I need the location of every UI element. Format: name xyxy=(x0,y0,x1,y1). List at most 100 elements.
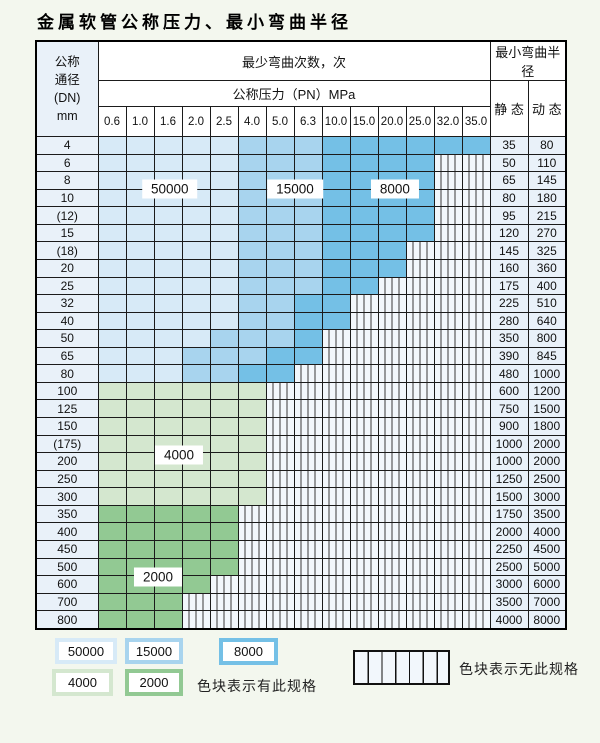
spec-cell xyxy=(125,258,155,278)
header-static: 静 态 xyxy=(489,80,529,137)
static-cell: 3500 xyxy=(489,592,529,612)
spec-cell xyxy=(209,311,239,331)
static-cell: 280 xyxy=(489,311,529,331)
dn-cell: 10 xyxy=(35,188,99,208)
dynamic-cell: 8000 xyxy=(527,610,567,630)
spec-cell xyxy=(405,136,435,155)
no-spec-cell xyxy=(349,381,379,401)
dynamic-cell: 2000 xyxy=(527,452,567,471)
spec-cell xyxy=(265,294,295,313)
spec-cell xyxy=(237,223,267,243)
spec-cell xyxy=(433,136,463,155)
spec-cell xyxy=(237,188,267,208)
no-spec-cell xyxy=(293,452,323,471)
no-spec-cell xyxy=(265,610,295,630)
spec-cell xyxy=(237,206,267,225)
table-row: 125 750 1500 xyxy=(35,399,567,418)
spec-cell xyxy=(181,575,211,594)
spec-cell xyxy=(181,311,211,331)
dn-cell: 40 xyxy=(35,311,99,331)
dynamic-cell: 3500 xyxy=(527,504,567,524)
table-row: 700 3500 7000 xyxy=(35,592,567,612)
spec-cell xyxy=(237,153,267,173)
no-spec-cell xyxy=(377,575,407,594)
spec-cell xyxy=(321,311,351,331)
spec-cell xyxy=(125,241,155,260)
spec-cell xyxy=(237,399,267,418)
spec-cell xyxy=(181,136,211,155)
spec-cell xyxy=(153,223,183,243)
spec-cell xyxy=(125,417,155,436)
pn-tick: 32.0 xyxy=(433,106,463,137)
spec-cell xyxy=(265,346,295,366)
static-cell: 65 xyxy=(489,171,529,190)
spec-cell xyxy=(349,276,379,296)
legend-swatch-label: 2000 xyxy=(129,673,179,692)
no-spec-cell xyxy=(321,417,351,436)
dn-cell: (175) xyxy=(35,434,99,454)
spec-cell xyxy=(321,294,351,313)
spec-cell xyxy=(349,153,379,173)
no-spec-cell xyxy=(209,610,239,630)
no-spec-cell xyxy=(377,487,407,506)
corner-header-dn: 公称 通径 (DN) mm xyxy=(35,40,99,137)
static-cell: 80 xyxy=(489,188,529,208)
spec-cell xyxy=(153,381,183,401)
no-spec-cell xyxy=(293,522,323,541)
dn-cell: 15 xyxy=(35,223,99,243)
dynamic-cell: 325 xyxy=(527,241,567,260)
static-cell: 1500 xyxy=(489,487,529,506)
no-spec-cell xyxy=(349,364,379,383)
grade-annotation: 2000 xyxy=(134,567,183,587)
dn-cell: 6 xyxy=(35,153,99,173)
header-row-ticks: 0.6 1.0 1.6 2.0 2.5 4.0 5.0 6.3 10.0 15.0 20.0 25.0… xyxy=(36,106,566,137)
dynamic-cell: 2500 xyxy=(527,469,567,489)
table-row: 250 1250 2500 xyxy=(35,469,567,489)
spec-cell xyxy=(209,452,239,471)
no-spec-cell xyxy=(405,522,435,541)
spec-cell xyxy=(153,258,183,278)
static-cell: 1000 xyxy=(489,434,529,454)
spec-cell xyxy=(181,487,211,506)
spec-cell xyxy=(153,399,183,418)
no-spec-cell xyxy=(405,241,435,260)
spec-cell xyxy=(125,539,155,559)
dynamic-cell: 4500 xyxy=(527,539,567,559)
no-spec-cell xyxy=(349,329,379,348)
static-cell: 750 xyxy=(489,399,529,418)
spec-cell xyxy=(237,452,267,471)
no-spec-cell xyxy=(265,487,295,506)
no-spec-cell xyxy=(349,434,379,454)
spec-cell xyxy=(97,487,127,506)
spec-cell xyxy=(209,487,239,506)
spec-cell xyxy=(97,592,127,612)
spec-cell xyxy=(153,487,183,506)
no-spec-cell xyxy=(293,504,323,524)
spec-cell xyxy=(181,399,211,418)
spec-cell xyxy=(97,241,127,260)
spec-cell xyxy=(97,557,127,577)
static-cell: 120 xyxy=(489,223,529,243)
spec-cell xyxy=(97,452,127,471)
grade-annotation: 8000 xyxy=(370,179,419,199)
no-spec-cell xyxy=(461,346,491,366)
spec-cell xyxy=(125,276,155,296)
spec-cell xyxy=(125,469,155,489)
no-spec-cell xyxy=(433,206,463,225)
no-spec-cell xyxy=(265,539,295,559)
spec-cell xyxy=(321,258,351,278)
no-spec-cell xyxy=(405,469,435,489)
no-spec-cell xyxy=(461,487,491,506)
no-spec-cell xyxy=(433,539,463,559)
static-cell: 900 xyxy=(489,417,529,436)
no-spec-cell xyxy=(461,241,491,260)
no-spec-cell xyxy=(377,346,407,366)
no-spec-cell xyxy=(433,223,463,243)
static-cell: 390 xyxy=(489,346,529,366)
no-spec-cell xyxy=(321,522,351,541)
spec-cell xyxy=(153,539,183,559)
no-spec-cell xyxy=(405,294,435,313)
dynamic-cell: 1800 xyxy=(527,417,567,436)
spec-cell xyxy=(181,539,211,559)
spec-cell xyxy=(209,522,239,541)
